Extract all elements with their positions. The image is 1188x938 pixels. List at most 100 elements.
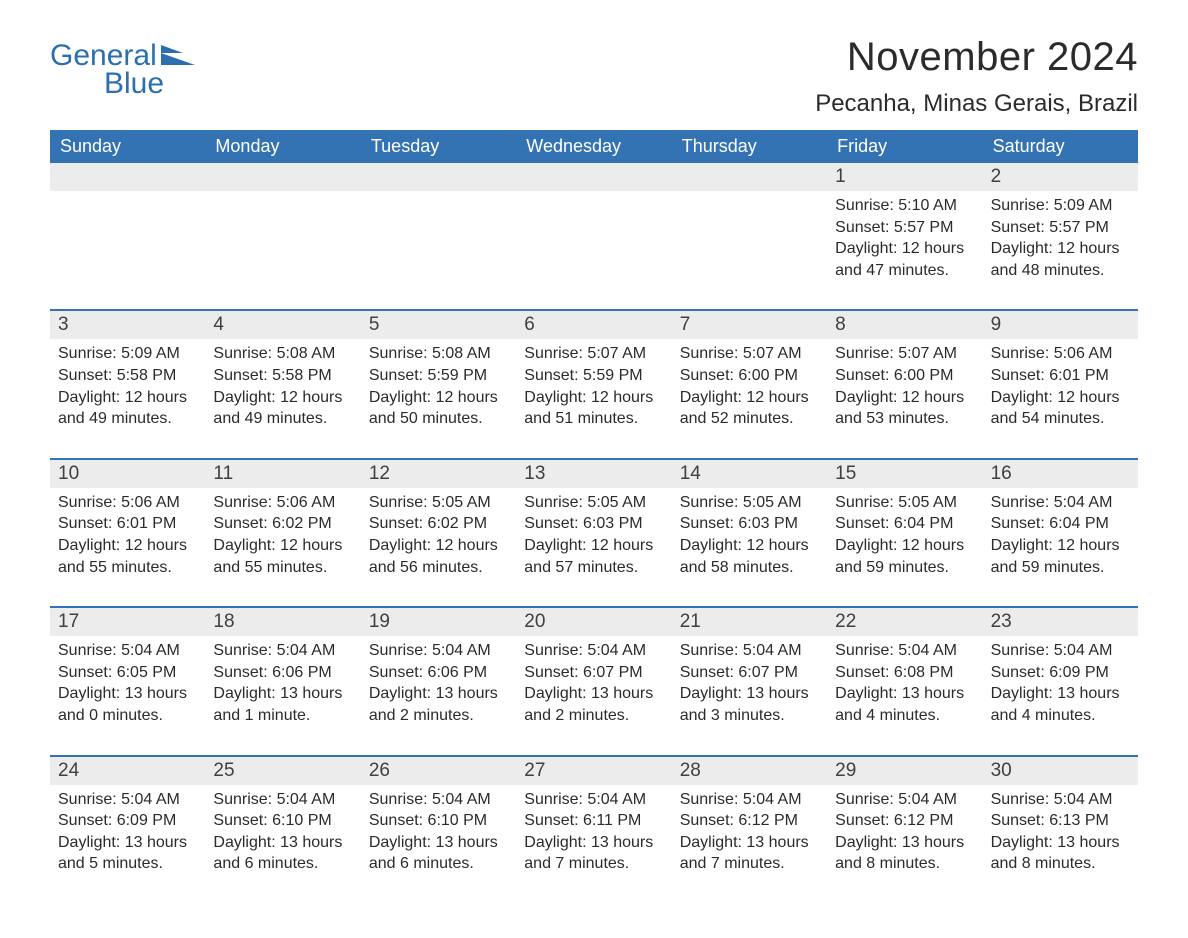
sunset-text: Sunset: 6:08 PM bbox=[835, 662, 974, 684]
sunset-text: Sunset: 6:07 PM bbox=[680, 662, 819, 684]
calendar: Sunday Monday Tuesday Wednesday Thursday… bbox=[50, 130, 1138, 903]
week-row: 24Sunrise: 5:04 AMSunset: 6:09 PMDayligh… bbox=[50, 755, 1138, 903]
sunrise-text: Sunrise: 5:04 AM bbox=[835, 640, 974, 662]
day-number: 15 bbox=[827, 460, 982, 488]
day-details: Sunrise: 5:10 AMSunset: 5:57 PMDaylight:… bbox=[827, 191, 982, 281]
day-details: Sunrise: 5:04 AMSunset: 6:10 PMDaylight:… bbox=[361, 785, 516, 875]
sunrise-text: Sunrise: 5:04 AM bbox=[991, 640, 1130, 662]
day-number: 2 bbox=[983, 163, 1138, 191]
sunrise-text: Sunrise: 5:07 AM bbox=[524, 343, 663, 365]
daylight-text: Daylight: 13 hours and 7 minutes. bbox=[680, 832, 819, 875]
sunrise-text: Sunrise: 5:08 AM bbox=[213, 343, 352, 365]
logo-word2: Blue bbox=[104, 67, 164, 101]
day-details: Sunrise: 5:04 AMSunset: 6:05 PMDaylight:… bbox=[50, 636, 205, 726]
sunset-text: Sunset: 5:58 PM bbox=[213, 365, 352, 387]
sunset-text: Sunset: 6:12 PM bbox=[680, 810, 819, 832]
sunrise-text: Sunrise: 5:04 AM bbox=[991, 789, 1130, 811]
sunset-text: Sunset: 5:57 PM bbox=[991, 217, 1130, 239]
day-details: Sunrise: 5:04 AMSunset: 6:04 PMDaylight:… bbox=[983, 488, 1138, 578]
day-number: 21 bbox=[672, 608, 827, 636]
sunset-text: Sunset: 6:06 PM bbox=[213, 662, 352, 684]
day-details: Sunrise: 5:04 AMSunset: 6:12 PMDaylight:… bbox=[672, 785, 827, 875]
sunrise-text: Sunrise: 5:10 AM bbox=[835, 195, 974, 217]
daylight-text: Daylight: 12 hours and 57 minutes. bbox=[524, 535, 663, 578]
day-cell: 6Sunrise: 5:07 AMSunset: 5:59 PMDaylight… bbox=[516, 311, 671, 457]
day-number: . bbox=[672, 163, 827, 191]
day-number: . bbox=[516, 163, 671, 191]
daylight-text: Daylight: 13 hours and 5 minutes. bbox=[58, 832, 197, 875]
day-number: 8 bbox=[827, 311, 982, 339]
day-number: 14 bbox=[672, 460, 827, 488]
weekday-header: Thursday bbox=[672, 130, 827, 163]
logo: General Blue bbox=[50, 35, 195, 101]
day-details: Sunrise: 5:05 AMSunset: 6:03 PMDaylight:… bbox=[516, 488, 671, 578]
daylight-text: Daylight: 12 hours and 56 minutes. bbox=[369, 535, 508, 578]
weeks-container: .....1Sunrise: 5:10 AMSunset: 5:57 PMDay… bbox=[50, 163, 1138, 903]
sunrise-text: Sunrise: 5:04 AM bbox=[524, 640, 663, 662]
sunset-text: Sunset: 6:05 PM bbox=[58, 662, 197, 684]
sunrise-text: Sunrise: 5:06 AM bbox=[213, 492, 352, 514]
weekday-header: Saturday bbox=[983, 130, 1138, 163]
day-number: . bbox=[205, 163, 360, 191]
day-cell: 2Sunrise: 5:09 AMSunset: 5:57 PMDaylight… bbox=[983, 163, 1138, 309]
day-details: Sunrise: 5:07 AMSunset: 6:00 PMDaylight:… bbox=[827, 339, 982, 429]
sunrise-text: Sunrise: 5:07 AM bbox=[835, 343, 974, 365]
sunrise-text: Sunrise: 5:09 AM bbox=[58, 343, 197, 365]
day-cell: 27Sunrise: 5:04 AMSunset: 6:11 PMDayligh… bbox=[516, 757, 671, 903]
title-block: November 2024 Pecanha, Minas Gerais, Bra… bbox=[815, 35, 1138, 118]
sunrise-text: Sunrise: 5:04 AM bbox=[213, 789, 352, 811]
sunset-text: Sunset: 5:57 PM bbox=[835, 217, 974, 239]
sunset-text: Sunset: 5:59 PM bbox=[369, 365, 508, 387]
day-details: Sunrise: 5:08 AMSunset: 5:58 PMDaylight:… bbox=[205, 339, 360, 429]
day-details: Sunrise: 5:04 AMSunset: 6:10 PMDaylight:… bbox=[205, 785, 360, 875]
sunrise-text: Sunrise: 5:08 AM bbox=[369, 343, 508, 365]
sunset-text: Sunset: 6:10 PM bbox=[213, 810, 352, 832]
day-cell: 1Sunrise: 5:10 AMSunset: 5:57 PMDaylight… bbox=[827, 163, 982, 309]
day-cell: 19Sunrise: 5:04 AMSunset: 6:06 PMDayligh… bbox=[361, 608, 516, 754]
day-cell: 26Sunrise: 5:04 AMSunset: 6:10 PMDayligh… bbox=[361, 757, 516, 903]
daylight-text: Daylight: 13 hours and 4 minutes. bbox=[991, 683, 1130, 726]
day-cell-empty: . bbox=[361, 163, 516, 309]
day-cell: 14Sunrise: 5:05 AMSunset: 6:03 PMDayligh… bbox=[672, 460, 827, 606]
sunset-text: Sunset: 6:02 PM bbox=[369, 513, 508, 535]
sunset-text: Sunset: 6:01 PM bbox=[991, 365, 1130, 387]
day-number: 24 bbox=[50, 757, 205, 785]
day-number: 18 bbox=[205, 608, 360, 636]
day-details: Sunrise: 5:06 AMSunset: 6:02 PMDaylight:… bbox=[205, 488, 360, 578]
sunset-text: Sunset: 6:03 PM bbox=[524, 513, 663, 535]
day-cell-empty: . bbox=[672, 163, 827, 309]
day-cell: 22Sunrise: 5:04 AMSunset: 6:08 PMDayligh… bbox=[827, 608, 982, 754]
sunset-text: Sunset: 6:09 PM bbox=[58, 810, 197, 832]
sunrise-text: Sunrise: 5:04 AM bbox=[835, 789, 974, 811]
location-subtitle: Pecanha, Minas Gerais, Brazil bbox=[815, 90, 1138, 118]
day-number: 7 bbox=[672, 311, 827, 339]
day-details: Sunrise: 5:04 AMSunset: 6:11 PMDaylight:… bbox=[516, 785, 671, 875]
day-cell: 13Sunrise: 5:05 AMSunset: 6:03 PMDayligh… bbox=[516, 460, 671, 606]
day-number: 27 bbox=[516, 757, 671, 785]
weekday-header: Monday bbox=[205, 130, 360, 163]
sunset-text: Sunset: 6:00 PM bbox=[835, 365, 974, 387]
week-row: 3Sunrise: 5:09 AMSunset: 5:58 PMDaylight… bbox=[50, 309, 1138, 457]
weekday-header: Friday bbox=[827, 130, 982, 163]
day-details: Sunrise: 5:04 AMSunset: 6:09 PMDaylight:… bbox=[50, 785, 205, 875]
daylight-text: Daylight: 12 hours and 47 minutes. bbox=[835, 238, 974, 281]
day-cell: 8Sunrise: 5:07 AMSunset: 6:00 PMDaylight… bbox=[827, 311, 982, 457]
day-number: 5 bbox=[361, 311, 516, 339]
day-number: 11 bbox=[205, 460, 360, 488]
day-details: Sunrise: 5:04 AMSunset: 6:06 PMDaylight:… bbox=[205, 636, 360, 726]
day-details: Sunrise: 5:05 AMSunset: 6:04 PMDaylight:… bbox=[827, 488, 982, 578]
daylight-text: Daylight: 12 hours and 55 minutes. bbox=[58, 535, 197, 578]
day-number: 6 bbox=[516, 311, 671, 339]
sunset-text: Sunset: 6:13 PM bbox=[991, 810, 1130, 832]
day-cell: 12Sunrise: 5:05 AMSunset: 6:02 PMDayligh… bbox=[361, 460, 516, 606]
month-title: November 2024 bbox=[815, 35, 1138, 80]
daylight-text: Daylight: 12 hours and 52 minutes. bbox=[680, 387, 819, 430]
daylight-text: Daylight: 13 hours and 1 minute. bbox=[213, 683, 352, 726]
logo-flag-icon bbox=[161, 45, 195, 65]
daylight-text: Daylight: 12 hours and 59 minutes. bbox=[991, 535, 1130, 578]
daylight-text: Daylight: 13 hours and 0 minutes. bbox=[58, 683, 197, 726]
day-cell: 15Sunrise: 5:05 AMSunset: 6:04 PMDayligh… bbox=[827, 460, 982, 606]
day-number: 12 bbox=[361, 460, 516, 488]
week-row: 10Sunrise: 5:06 AMSunset: 6:01 PMDayligh… bbox=[50, 458, 1138, 606]
day-cell: 30Sunrise: 5:04 AMSunset: 6:13 PMDayligh… bbox=[983, 757, 1138, 903]
